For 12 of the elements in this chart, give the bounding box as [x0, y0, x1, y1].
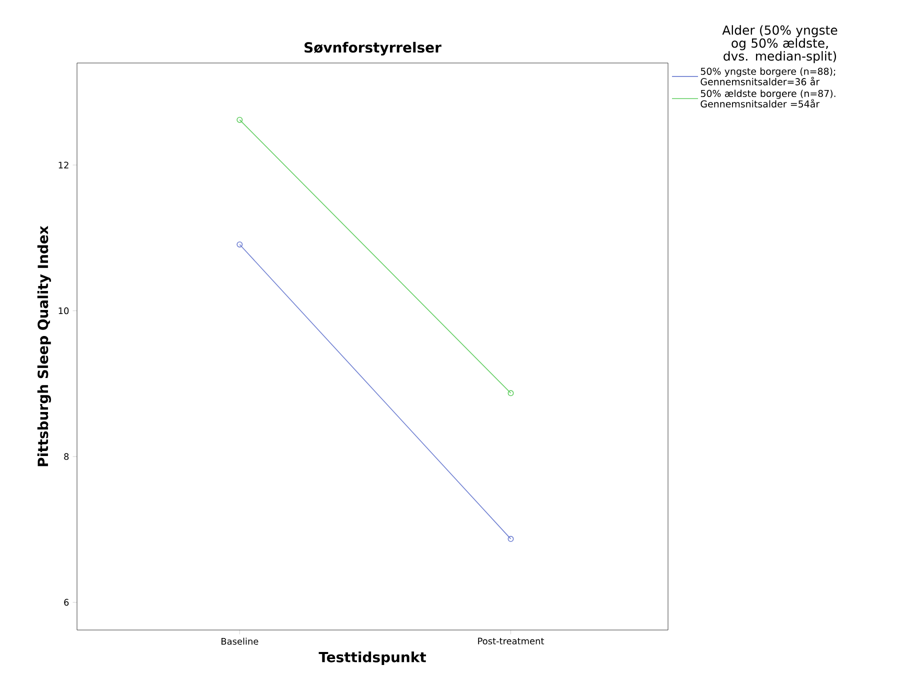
y-tick-label: 6 — [64, 598, 69, 606]
x-tick-label: Post-treatment — [478, 638, 544, 644]
x-axis-title: Testtidspunkt — [318, 652, 426, 666]
x-tick-label: Baseline — [222, 638, 258, 645]
legend-title: Alder (50% yngste og 50% ældste, dvs. median-split) — [722, 25, 838, 64]
y-tick-label: 8 — [64, 453, 69, 460]
legend-label: 50% ældste borgere (n=87). Gennemsnitsalder =54år — [700, 90, 836, 108]
y-axis-title: Pittsburgh Sleep Quality Index — [37, 226, 51, 466]
legend-label: 50% yngste borgere (n=88); Gennemsnitsalder=36 år — [700, 68, 836, 86]
y-tick-label: 10 — [58, 307, 69, 314]
chart-title: Søvnforstyrrelser — [304, 42, 442, 56]
y-tick-label: 12 — [58, 162, 68, 168]
